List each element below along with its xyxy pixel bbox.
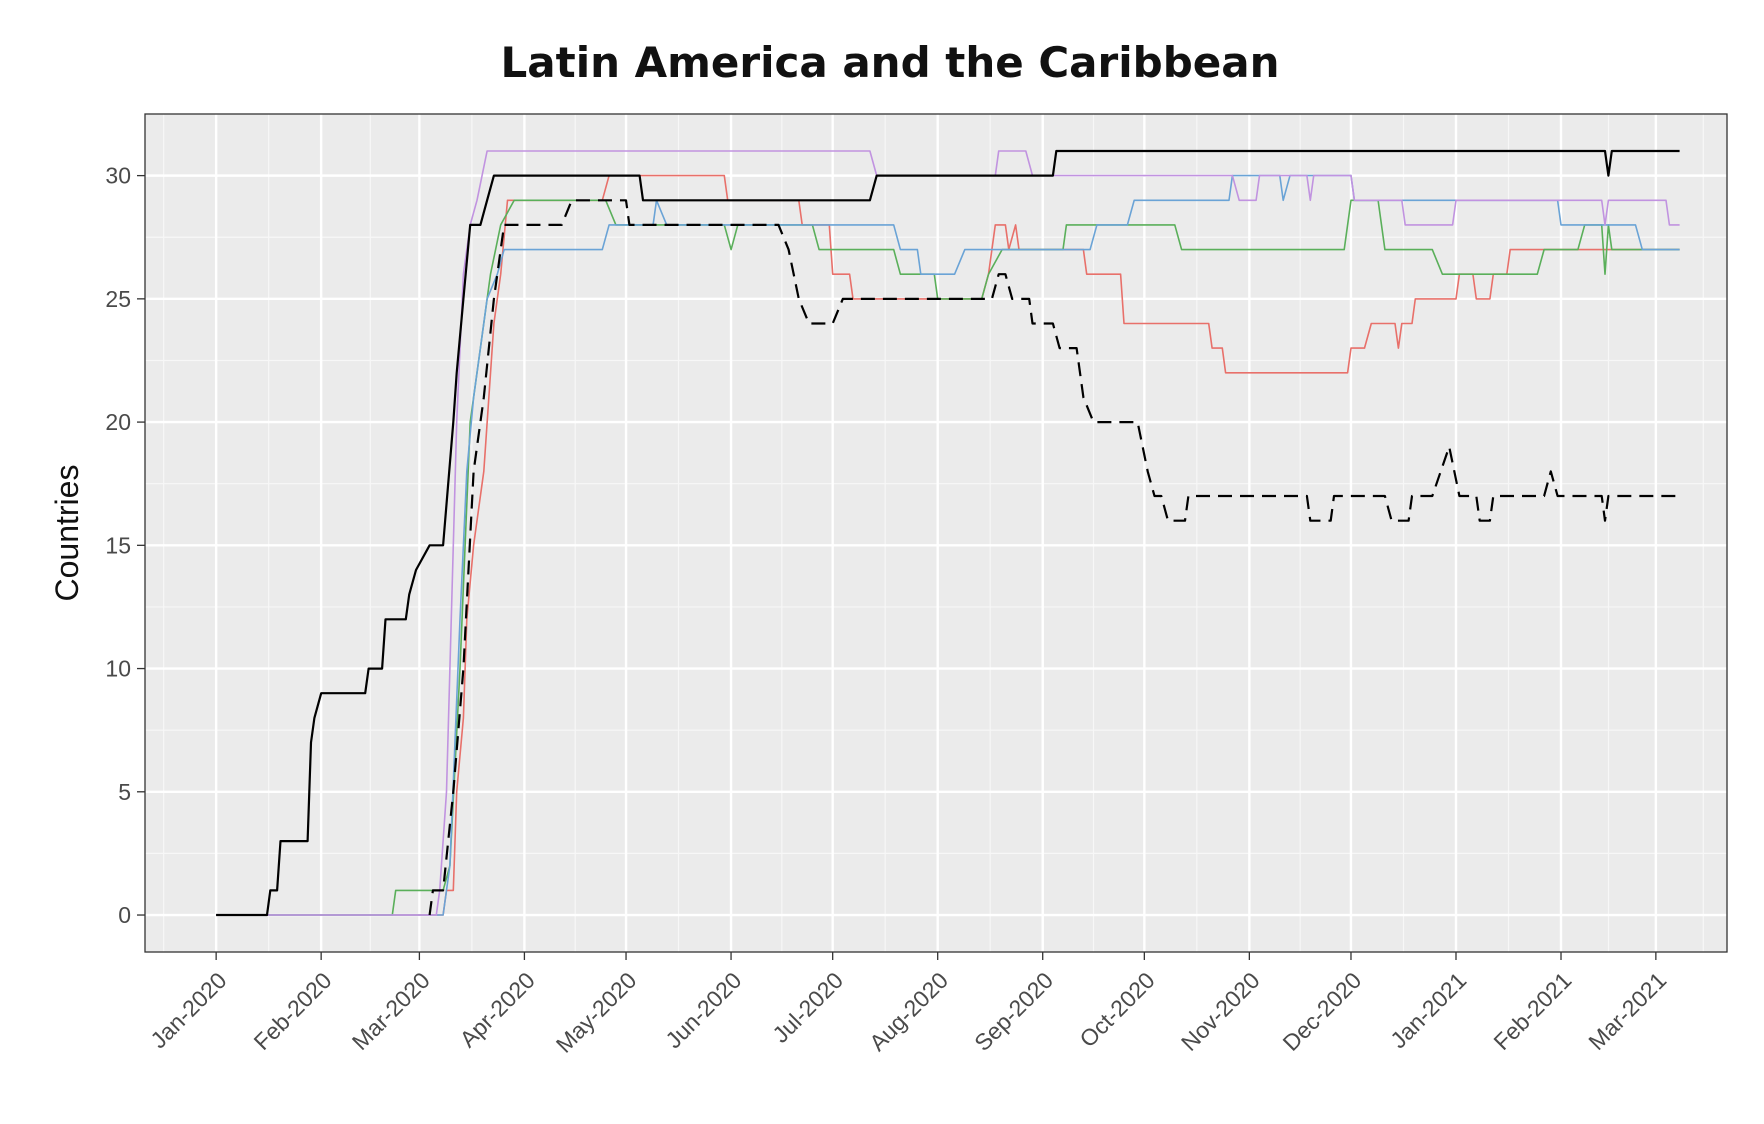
y-tick-label: 0 — [118, 902, 131, 928]
x-tick-label: Feb-2020 — [249, 967, 337, 1055]
series-line-1 — [216, 149, 1680, 917]
x-tick-label: Mar-2021 — [1583, 967, 1671, 1055]
y-tick-label: 20 — [105, 409, 131, 435]
series-line-2 — [428, 199, 1680, 916]
series-layer — [216, 149, 1680, 917]
x-tick-label: Jun-2020 — [660, 967, 746, 1053]
x-axis: Jan-2020 Feb-2020 Mar-2020 Apr-2020 May-2020… — [145, 952, 1671, 1058]
y-tick-label: 25 — [105, 286, 131, 312]
y-axis: 0 5 10 15 20 25 30 — [105, 163, 145, 928]
chart-title: Latin America and the Caribbean — [500, 38, 1280, 87]
x-tick-label: May-2020 — [551, 967, 642, 1058]
x-tick-label: Sep-2020 — [969, 967, 1058, 1056]
x-tick-label: Dec-2020 — [1277, 967, 1366, 1056]
plot-border — [144, 113, 1728, 953]
y-axis-label: Countries — [49, 465, 85, 602]
series-line-6 — [216, 150, 1680, 916]
x-tick-label: Oct-2020 — [1074, 967, 1159, 1052]
x-tick-label: Aug-2020 — [864, 967, 953, 1056]
x-tick-label: Feb-2021 — [1488, 967, 1576, 1055]
grid-major — [145, 114, 1727, 952]
x-tick-label: Nov-2020 — [1176, 967, 1265, 1056]
plot-background — [145, 114, 1727, 952]
y-tick-label: 5 — [118, 779, 131, 805]
series-line-3 — [216, 174, 1680, 916]
y-tick-label: 10 — [105, 656, 131, 682]
y-tick-label: 30 — [105, 163, 131, 189]
y-tick-label: 15 — [105, 532, 131, 558]
grid-minor — [145, 114, 1727, 952]
x-tick-label: Mar-2020 — [347, 967, 435, 1055]
x-tick-label: Jan-2020 — [145, 967, 231, 1053]
x-tick-label: Jul-2020 — [767, 967, 848, 1048]
x-tick-label: Apr-2020 — [455, 967, 540, 1052]
x-tick-label: Jan-2021 — [1385, 967, 1471, 1053]
